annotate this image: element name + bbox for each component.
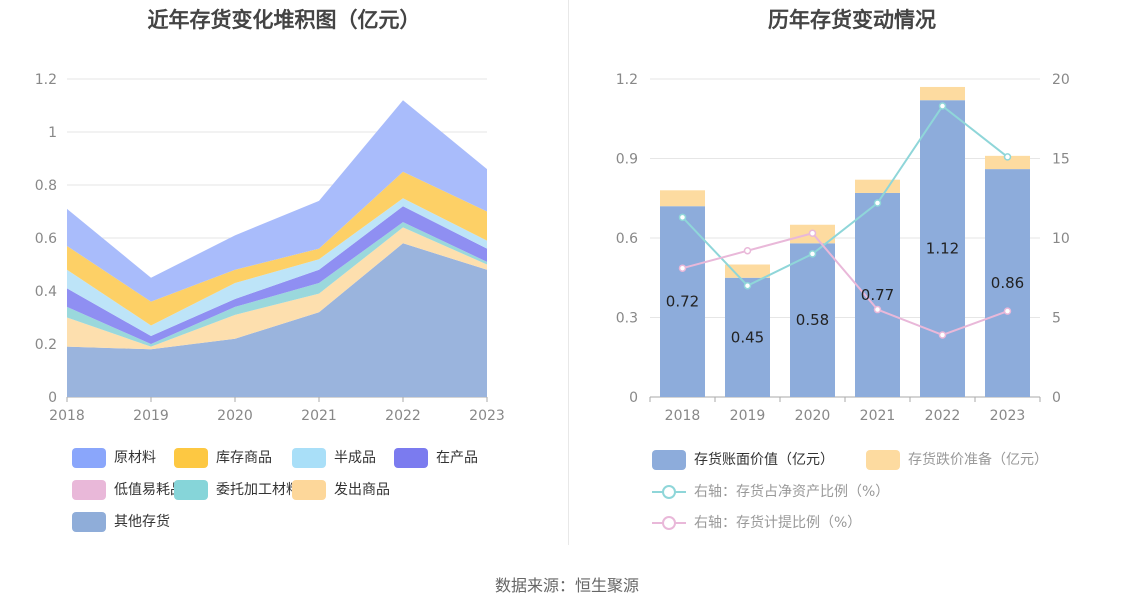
legend-label: 在产品	[436, 450, 478, 466]
x-tick-label: 2018	[49, 408, 85, 424]
stacked-area-chart: 0 0.2 0.4 0.6 0.8 1 1.2 2018 2019 2020 2021 2022 202…	[35, 72, 505, 424]
x-tick-label: 2021	[301, 408, 337, 424]
x-tick-label: 2020	[217, 408, 253, 424]
legend-label: 原材料	[114, 450, 156, 466]
chart-title: 近年存货变化堆积图（亿元）	[147, 8, 421, 32]
data-source-note: 数据来源：恒生聚源	[494, 576, 639, 595]
line-series	[681, 104, 1009, 287]
legend-swatch	[72, 448, 106, 468]
y-tick-label: 0.4	[35, 284, 57, 300]
y-right-tick-label: 5	[1052, 311, 1061, 327]
line-point	[743, 281, 752, 290]
y-right-tick-label: 20	[1052, 72, 1070, 88]
y-left-tick-label: 0.3	[616, 311, 638, 327]
area-series	[67, 227, 487, 350]
bar	[920, 100, 965, 397]
y-tick-label: 0.6	[35, 231, 57, 247]
chart-title: 历年存货变动情况	[768, 8, 936, 32]
legend-swatch	[652, 450, 686, 470]
line-point	[873, 305, 882, 314]
bar	[725, 277, 770, 397]
line-series	[682, 232, 1008, 337]
legend-marker	[662, 516, 676, 530]
legend-label: 委托加工材料	[216, 482, 300, 498]
line-point	[873, 199, 882, 207]
y-right-tick-label: 10	[1052, 231, 1070, 247]
x-tick-label: 2019	[730, 408, 766, 424]
bar	[660, 190, 705, 207]
y-tick-label: 0.8	[35, 178, 57, 194]
area-series	[67, 243, 487, 397]
line-point	[678, 213, 687, 222]
bar-line-chart: 0 0.3 0.6 0.9 1.2 0 5 10 15 20 2018 2019 2020 2021 202…	[616, 72, 1070, 424]
x-tick-label: 2019	[133, 408, 169, 424]
legend-label: 右轴：存货计提比例（%）	[694, 515, 862, 531]
legend-swatch	[866, 450, 900, 470]
y-right-tick-label: 0	[1052, 390, 1061, 406]
bar-value-label: 0.45	[731, 328, 764, 346]
legend-swatch	[72, 512, 106, 532]
legend-label: 其他存货	[114, 514, 170, 530]
panel-divider	[568, 0, 569, 545]
y-left-tick-label: 0	[629, 390, 638, 406]
legend-label: 发出商品	[334, 482, 390, 498]
x-tick-label: 2018	[665, 408, 701, 424]
legend-swatch	[174, 448, 208, 468]
legend-line-swatch	[652, 485, 686, 499]
legend-swatch	[292, 480, 326, 500]
legend-swatch	[292, 448, 326, 468]
x-tick-label: 2023	[990, 408, 1026, 424]
legend-label: 半成品	[334, 450, 376, 466]
bar	[985, 155, 1030, 170]
line-point	[938, 331, 947, 339]
legend-label: 低值易耗品	[114, 482, 184, 498]
bar-value-label: 0.86	[991, 274, 1024, 292]
legend-label: 库存商品	[216, 450, 272, 466]
y-tick-label: 0	[48, 390, 57, 406]
line-point	[938, 102, 947, 110]
line-point	[1003, 307, 1012, 315]
bar	[855, 192, 900, 397]
bar-value-label: 0.77	[861, 286, 894, 304]
y-left-tick-label: 0.6	[616, 231, 638, 247]
bar	[660, 206, 705, 397]
bar	[920, 86, 965, 101]
legend-swatch	[72, 480, 106, 500]
x-tick-label: 2022	[385, 408, 421, 424]
y-tick-label: 1.2	[35, 72, 57, 88]
legend-marker	[662, 485, 676, 499]
area-series	[67, 100, 487, 302]
bar	[790, 243, 835, 397]
line-point	[808, 250, 817, 258]
bar	[855, 179, 900, 193]
legend-swatch	[174, 480, 208, 500]
y-tick-label: 1	[48, 125, 57, 141]
stacked-area-chart-panel: 近年存货变化堆积图（亿元） 0 0.2 0.4 0.6 0.8 1 1.2 2018 2019 2…	[0, 0, 568, 545]
legend-line-swatch	[652, 516, 686, 530]
bar	[725, 264, 770, 278]
bar-line-chart-panel: 历年存货变动情况 0 0.3 0.6 0.9 1.2 0 5 10 15 20 2018 2019 20…	[570, 0, 1134, 545]
y-right-tick-label: 15	[1052, 152, 1070, 168]
bar	[985, 169, 1030, 397]
legend-label: 存货账面价值（亿元）	[694, 452, 834, 468]
legend-swatch	[394, 448, 428, 468]
bar-value-label: 0.72	[666, 293, 699, 311]
legend-label: 右轴：存货占净资产比例（%）	[694, 484, 890, 500]
bar-value-label: 0.58	[796, 311, 829, 329]
y-tick-label: 0.2	[35, 337, 57, 353]
y-left-tick-label: 0.9	[616, 152, 638, 168]
x-tick-label: 2022	[925, 408, 961, 424]
line-point	[678, 264, 687, 272]
line-point	[808, 229, 817, 237]
line-point	[1003, 153, 1012, 161]
x-tick-label: 2021	[860, 408, 896, 424]
y-left-tick-label: 1.2	[616, 72, 638, 88]
line-point	[743, 246, 752, 255]
area-series	[67, 171, 487, 326]
legend-label: 存货跌价准备（亿元）	[908, 452, 1048, 468]
x-tick-label: 2020	[795, 408, 831, 424]
bar-value-label: 1.12	[926, 240, 959, 258]
x-tick-label: 2023	[469, 408, 505, 424]
